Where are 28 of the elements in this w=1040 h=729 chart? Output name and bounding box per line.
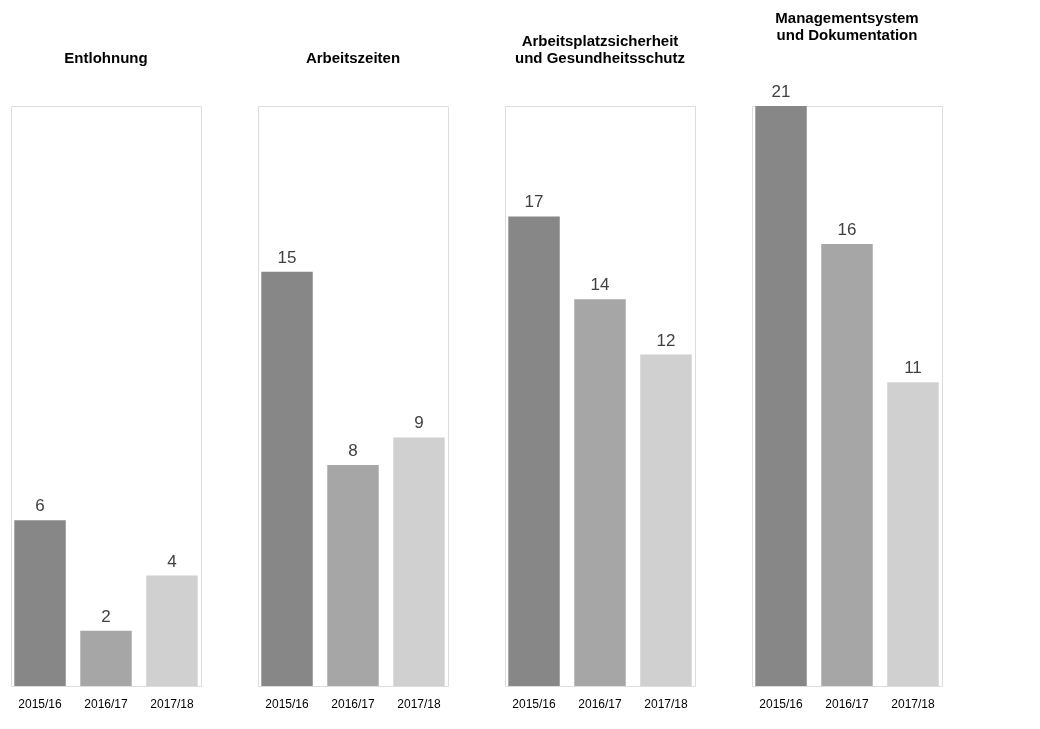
x-tick-label: 2016/17 [578,696,623,711]
chart-title: Arbeitsplatzsicherheit und Gesundheitsschutz [514,32,686,66]
chart-title: Entlohnung [64,49,148,66]
data-label: 21 [771,82,791,101]
x-tick-label: 2015/16 [18,696,63,711]
data-label: 16 [837,220,857,240]
data-label: 8 [348,441,358,461]
chart-title: Arbeitszeiten [305,49,401,66]
x-tick-label: 2017/18 [644,696,688,711]
x-tick-label: 2015/16 [265,696,310,711]
x-tick-label: 2015/16 [512,696,557,711]
x-tick-label: 2016/17 [331,696,376,711]
data-label: 6 [35,496,45,516]
chart-title: Managementsystem und Dokumentation [775,9,919,43]
data-label: 15 [277,247,297,267]
x-tick-label: 2017/18 [891,696,935,711]
data-label: 12 [656,330,676,350]
x-tick-label: 2017/18 [397,696,441,711]
data-label: 17 [524,192,544,212]
data-label: 11 [904,358,922,378]
x-tick-label: 2016/17 [84,696,129,711]
data-label: 14 [590,275,610,295]
data-label: 9 [414,413,424,433]
data-label: 4 [167,551,177,571]
x-tick-label: 2015/16 [759,696,804,711]
x-tick-label: 2017/18 [150,696,194,711]
x-tick-label: 2016/17 [825,696,870,711]
data-label: 2 [101,606,111,626]
